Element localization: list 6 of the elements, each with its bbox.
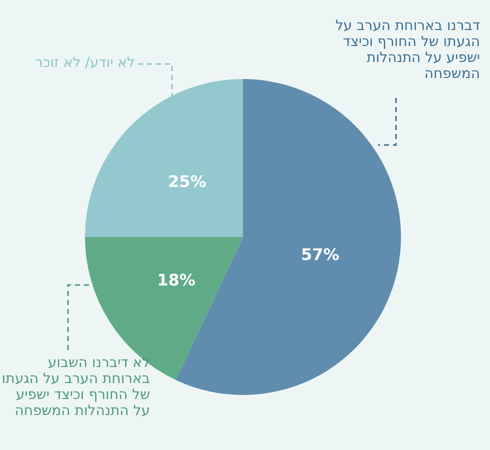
data-label: 57% xyxy=(300,245,340,264)
data-label: 18% xyxy=(157,270,196,290)
slice-label: דברנו בארוחת הערב על הגעתו של החורף וכיצד ישפיע על התנהלות המשפחה xyxy=(334,18,480,82)
slice-label: לא דיברנו השבוע בארוחת הערב על הגעתו של החורף וכיצד ישפיע על התנהלות המשפחה xyxy=(0,355,150,419)
data-label: 25% xyxy=(168,172,206,192)
slice-label: לא יודע/ לא זוכר xyxy=(34,55,135,71)
